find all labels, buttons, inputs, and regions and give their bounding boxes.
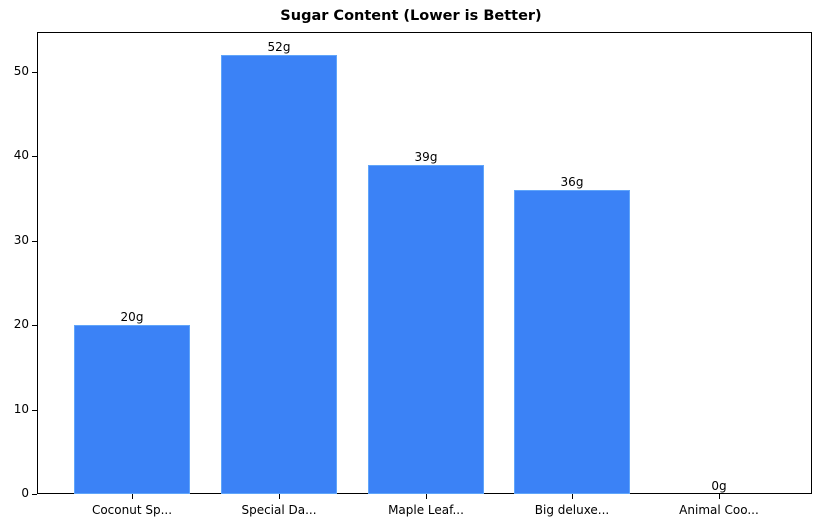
bar-value-label: 39g [414, 149, 438, 164]
x-tick [572, 494, 573, 499]
x-tick [279, 494, 280, 499]
x-tick-label: Special Da... [241, 503, 317, 517]
x-tick [719, 494, 720, 499]
y-tick-label: 30 [13, 232, 29, 247]
x-tick-label: Animal Coo... [679, 503, 759, 517]
x-tick-label: Maple Leaf... [388, 503, 464, 517]
bar [221, 55, 337, 494]
y-tick-label: 50 [13, 64, 29, 78]
y-tick [32, 240, 37, 242]
y-tick [32, 156, 37, 158]
bar [74, 325, 190, 494]
chart-title: Sugar Content (Lower is Better) [280, 8, 542, 24]
bar-value-label: 36g [560, 175, 584, 190]
y-tick [32, 72, 37, 73]
y-tick [32, 409, 37, 411]
x-tick [132, 494, 133, 499]
y-tick [32, 494, 37, 495]
y-tick-label: 40 [13, 148, 29, 163]
bar-value-label: 0g [711, 479, 727, 493]
bar [368, 164, 484, 494]
x-tick-label: Coconut Sp... [91, 503, 173, 517]
bar-value-label: 20g [120, 310, 144, 325]
y-tick-label: 10 [13, 401, 29, 416]
y-tick-label: 0 [21, 486, 29, 500]
x-tick [426, 494, 427, 499]
y-tick-label: 20 [13, 317, 29, 332]
x-tick-label: Big deluxe... [534, 503, 610, 517]
y-tick [32, 325, 37, 327]
bar-value-label: 52g [267, 40, 291, 55]
bar [514, 190, 630, 494]
